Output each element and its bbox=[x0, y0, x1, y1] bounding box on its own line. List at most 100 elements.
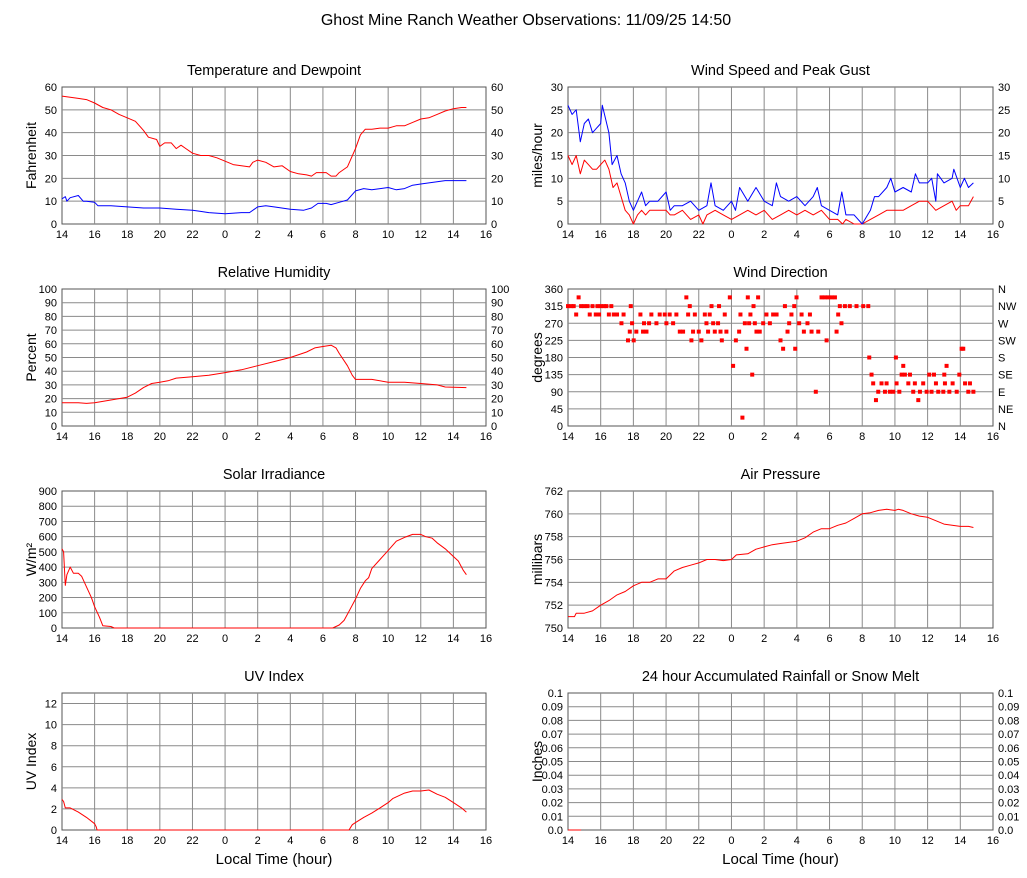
y-tick-label: 100 bbox=[39, 608, 57, 620]
data-point bbox=[906, 381, 911, 386]
data-point bbox=[807, 312, 812, 317]
x-tick-label: 14 bbox=[56, 229, 68, 241]
data-point bbox=[916, 398, 921, 403]
data-point bbox=[716, 321, 721, 326]
y-right-tick-label: 0 bbox=[998, 219, 1004, 231]
x-tick-label: 22 bbox=[186, 229, 198, 241]
data-point bbox=[867, 355, 872, 360]
y-right-tick-label: 10 bbox=[491, 196, 503, 208]
y-right-tick-label: 40 bbox=[491, 366, 503, 378]
data-point bbox=[681, 329, 686, 334]
data-point bbox=[566, 304, 570, 309]
x-tick-label: 8 bbox=[352, 229, 358, 241]
y-tick-label: 360 bbox=[545, 284, 563, 296]
y-right-tick-label: 0.07 bbox=[998, 729, 1019, 741]
x-tick-label: 16 bbox=[595, 633, 607, 645]
data-point bbox=[664, 321, 669, 326]
x-tick-label: 8 bbox=[352, 633, 358, 645]
x-tick-label: 20 bbox=[660, 835, 672, 847]
y-tick-label: 0.09 bbox=[542, 702, 563, 714]
data-point bbox=[963, 381, 968, 386]
y-tick-label: 300 bbox=[39, 577, 57, 589]
y-right-tick-label: 60 bbox=[491, 82, 503, 94]
y-axis-label: miles/hour bbox=[529, 123, 545, 188]
data-point bbox=[742, 321, 747, 326]
y-tick-label: 90 bbox=[45, 298, 57, 310]
x-tick-label: 14 bbox=[954, 229, 966, 241]
y-tick-label: 135 bbox=[545, 370, 563, 382]
data-point bbox=[942, 372, 947, 377]
data-point bbox=[717, 304, 722, 309]
x-tick-label: 22 bbox=[186, 633, 198, 645]
y-tick-label: 0.07 bbox=[542, 729, 563, 741]
y-axis-label: Percent bbox=[23, 333, 39, 381]
x-tick-label: 6 bbox=[320, 431, 326, 443]
data-point bbox=[601, 304, 606, 309]
y-right-tick-label: W bbox=[998, 318, 1009, 330]
x-tick-label: 20 bbox=[154, 431, 166, 443]
data-point bbox=[947, 389, 952, 394]
y-tick-label: 0 bbox=[51, 219, 57, 231]
x-tick-label: 14 bbox=[56, 633, 68, 645]
x-tick-label: 16 bbox=[987, 835, 999, 847]
data-point bbox=[719, 338, 724, 343]
data-point bbox=[826, 295, 831, 300]
x-tick-label: 10 bbox=[382, 229, 394, 241]
x-tick-label: 22 bbox=[693, 229, 705, 241]
data-point bbox=[634, 329, 639, 334]
x-tick-label: 20 bbox=[154, 229, 166, 241]
y-tick-label: 0 bbox=[557, 219, 563, 231]
y-tick-label: 90 bbox=[551, 387, 563, 399]
data-point bbox=[829, 295, 834, 300]
data-point bbox=[792, 304, 797, 309]
data-point bbox=[609, 304, 614, 309]
data-point bbox=[879, 381, 884, 386]
data-point bbox=[899, 372, 904, 377]
x-tick-label: 14 bbox=[447, 431, 459, 443]
x-tick-label: 0 bbox=[728, 835, 734, 847]
data-point bbox=[781, 346, 786, 351]
x-tick-label: 2 bbox=[761, 229, 767, 241]
data-point bbox=[604, 304, 609, 309]
x-tick-label: 12 bbox=[415, 633, 427, 645]
x-tick-label: 10 bbox=[889, 229, 901, 241]
data-point bbox=[893, 355, 898, 360]
y-axis-label: millibars bbox=[529, 534, 545, 585]
y-axis-label: UV Index bbox=[23, 733, 39, 791]
x-tick-label: 16 bbox=[88, 633, 100, 645]
y-right-tick-label: 0 bbox=[491, 421, 497, 433]
data-point bbox=[785, 329, 790, 334]
data-point bbox=[839, 321, 844, 326]
data-point bbox=[641, 329, 646, 334]
y-tick-label: 762 bbox=[545, 486, 563, 498]
x-tick-label: 16 bbox=[595, 835, 607, 847]
x-tick-label: 14 bbox=[954, 431, 966, 443]
plot-area bbox=[61, 490, 487, 629]
y-right-tick-label: 0.09 bbox=[998, 702, 1019, 714]
data-point bbox=[801, 329, 806, 334]
data-point bbox=[579, 304, 584, 309]
data-point bbox=[854, 304, 859, 309]
x-tick-label: 2 bbox=[255, 431, 261, 443]
y-tick-label: 80 bbox=[45, 311, 57, 323]
y-tick-label: 800 bbox=[39, 501, 57, 513]
y-tick-label: 30 bbox=[45, 380, 57, 392]
data-point bbox=[894, 381, 899, 386]
x-tick-label: 6 bbox=[320, 835, 326, 847]
y-axis-label: W/m² bbox=[23, 542, 39, 576]
chart-title: 24 hour Accumulated Rainfall or Snow Mel… bbox=[642, 669, 919, 685]
series-line-1 bbox=[567, 155, 974, 225]
data-point bbox=[824, 338, 829, 343]
y-right-tick-label: N bbox=[998, 421, 1006, 433]
x-tick-label: 20 bbox=[154, 835, 166, 847]
x-tick-label: 2 bbox=[761, 633, 767, 645]
series-line-1 bbox=[62, 344, 467, 404]
y-right-tick-label: 20 bbox=[998, 128, 1010, 140]
y-tick-label: 0.03 bbox=[542, 784, 563, 796]
data-point bbox=[836, 312, 841, 317]
data-point bbox=[797, 321, 802, 326]
x-tick-label: 16 bbox=[987, 431, 999, 443]
data-point bbox=[931, 372, 936, 377]
data-point bbox=[628, 304, 633, 309]
